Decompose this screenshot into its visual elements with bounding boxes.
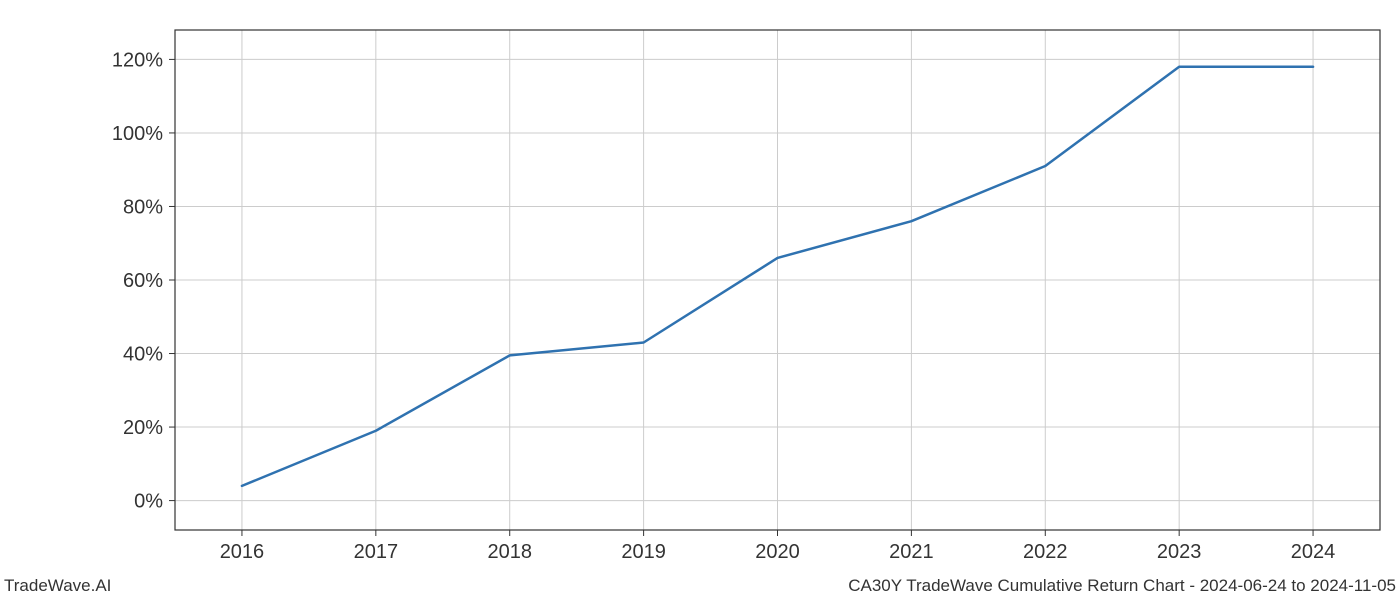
footer-source: TradeWave.AI — [4, 576, 111, 596]
x-tick-label: 2018 — [487, 541, 532, 563]
y-tick-label: 20% — [123, 417, 163, 439]
x-tick-label: 2022 — [1023, 541, 1068, 563]
y-tick-label: 80% — [123, 196, 163, 218]
x-tick-label: 2020 — [755, 541, 800, 563]
x-tick-label: 2024 — [1291, 541, 1336, 563]
y-tick-label: 0% — [134, 491, 163, 513]
chart-container: 2016 2017 2018 2019 2020 2021 2022 2023 2024 0% 20… — [0, 0, 1400, 600]
y-tick-label: 60% — [123, 270, 163, 292]
x-tick-label: 2023 — [1157, 541, 1202, 563]
footer-title: CA30Y TradeWave Cumulative Return Chart … — [848, 576, 1396, 596]
y-tick-label: 40% — [123, 344, 163, 366]
x-tick-label: 2021 — [889, 541, 934, 563]
y-tick-label: 120% — [112, 49, 163, 71]
x-tick-label: 2017 — [354, 541, 399, 563]
x-tick-label: 2016 — [220, 541, 265, 563]
y-tick-label: 100% — [112, 123, 163, 145]
line-chart: 2016 2017 2018 2019 2020 2021 2022 2023 2024 0% 20… — [0, 0, 1400, 600]
x-tick-label: 2019 — [621, 541, 666, 563]
